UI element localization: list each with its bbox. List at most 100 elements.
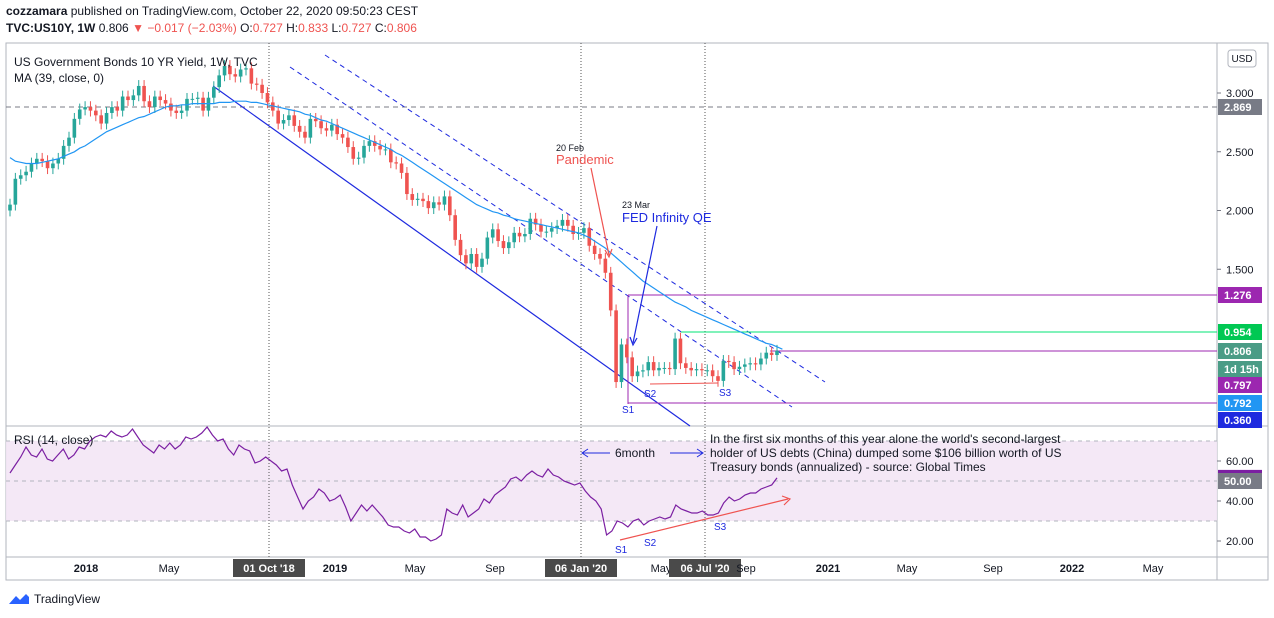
candle-body [549, 228, 554, 232]
axis-price-badge [1218, 473, 1262, 489]
candle-body [158, 96, 162, 101]
candle-body [217, 75, 221, 88]
candle-body [426, 201, 431, 209]
qe-arrow-head [629, 336, 638, 347]
candle-body [657, 367, 661, 371]
axis-price-badge [1218, 361, 1262, 377]
candle-body [13, 178, 18, 205]
candle-body [99, 115, 103, 124]
axis-price-badge [1218, 343, 1262, 359]
candle-body [297, 125, 302, 132]
close-value: 0.806 [386, 21, 417, 35]
candle-body [726, 360, 731, 363]
candle-body [523, 234, 527, 237]
candle-body [603, 258, 608, 273]
candle-body [721, 360, 726, 381]
candle-body [88, 107, 93, 111]
candle-body [136, 85, 141, 96]
candle-body [351, 147, 356, 159]
candle-body [131, 95, 136, 101]
time-tick-label: May [1143, 563, 1164, 575]
currency-button[interactable] [1227, 49, 1257, 68]
axis-price-badge-label: 0.792 [1224, 398, 1252, 410]
candle-body [104, 112, 109, 124]
candle-body [582, 228, 586, 233]
candle-body [169, 103, 173, 111]
time-tick-label: 2019 [323, 563, 347, 575]
time-tick-label: May [651, 563, 672, 575]
candle-body [287, 115, 291, 121]
candle-body [233, 74, 238, 77]
axis-price-badge [1218, 287, 1262, 303]
candle-body [281, 120, 286, 124]
candle-body [249, 68, 254, 84]
open-value: 0.727 [252, 21, 283, 35]
pandemic-arrow-head [604, 248, 613, 259]
time-tick-badge [669, 559, 741, 577]
candle-body [775, 350, 779, 356]
price-support-s1: S1 [622, 405, 635, 416]
candle-body [120, 96, 125, 111]
axis-price-badge-label: 0.954 [1224, 327, 1252, 339]
candle-body [115, 107, 120, 111]
time-tick-label: May [159, 563, 180, 575]
candle-body [265, 93, 270, 103]
china-note-line-2: holder of US debts (China) dumped some $… [710, 446, 1062, 460]
china-note-line-3: Treasury bonds (annualized) - source: Gl… [710, 460, 986, 474]
candle-body [147, 101, 152, 108]
candle-body [625, 344, 629, 358]
six-month-label: 6month [615, 446, 655, 460]
candle-body [356, 157, 361, 159]
candle-body [292, 115, 297, 126]
channel-mid-line [289, 66, 793, 408]
candle-body [764, 352, 769, 359]
tradingview-brand: TradingView [34, 592, 101, 606]
pandemic-arrow-shaft [590, 167, 610, 256]
candle-body [77, 109, 82, 119]
candle-body [710, 370, 715, 377]
axis-price-badge [1218, 395, 1262, 411]
candle-body [399, 163, 404, 173]
candle-body [490, 229, 495, 238]
candle-body [308, 118, 313, 138]
candle-body [110, 107, 114, 113]
candle-body [560, 219, 565, 226]
time-tick-label: 06 Jan '20 [555, 563, 607, 575]
chart-frame [5, 42, 1269, 581]
candle-body [405, 172, 409, 195]
qe-date-label: 23 Mar [622, 200, 650, 210]
candle-body [469, 253, 474, 264]
candle-body [759, 358, 763, 365]
time-tick-label: May [897, 563, 918, 575]
qe-label: FED Infinity QE [622, 210, 712, 225]
candle-body [464, 255, 468, 264]
candle-body [437, 202, 441, 205]
candle-body [474, 253, 479, 267]
tradingview-footer[interactable]: TradingView [8, 592, 100, 606]
time-tick-badge [233, 559, 305, 577]
price-tick-label: 1.500 [1226, 264, 1254, 276]
axis-price-badge [1218, 324, 1262, 340]
high-value: 0.833 [298, 21, 329, 35]
candle-body [694, 369, 699, 371]
time-tick-label: 2022 [1060, 563, 1084, 575]
author-name[interactable]: cozzamara [6, 4, 68, 18]
candle-body [485, 237, 490, 259]
candle-body [769, 352, 774, 356]
channel-lower-line [212, 85, 691, 427]
candle-body [737, 366, 742, 370]
candle-body [431, 202, 436, 209]
candle-body [598, 253, 602, 259]
high-label: H: [286, 21, 299, 35]
axis-price-badge [1218, 412, 1262, 428]
candle-body [260, 84, 264, 93]
ma-legend: MA (39, close, 0) [14, 71, 104, 85]
candle-body [619, 344, 624, 383]
main-series-title: US Government Bonds 10 YR Yield, 1W, TVC [14, 55, 258, 69]
time-tick-badge [545, 559, 617, 577]
rsi-tick-label: 60.00 [1226, 456, 1254, 468]
candle-body [705, 370, 710, 372]
rsi-support-s1: S1 [615, 545, 628, 556]
candle-body [40, 158, 44, 162]
